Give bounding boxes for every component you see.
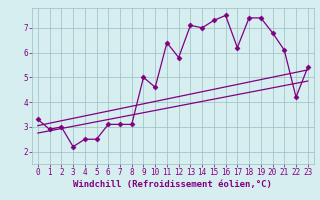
- X-axis label: Windchill (Refroidissement éolien,°C): Windchill (Refroidissement éolien,°C): [73, 180, 272, 189]
